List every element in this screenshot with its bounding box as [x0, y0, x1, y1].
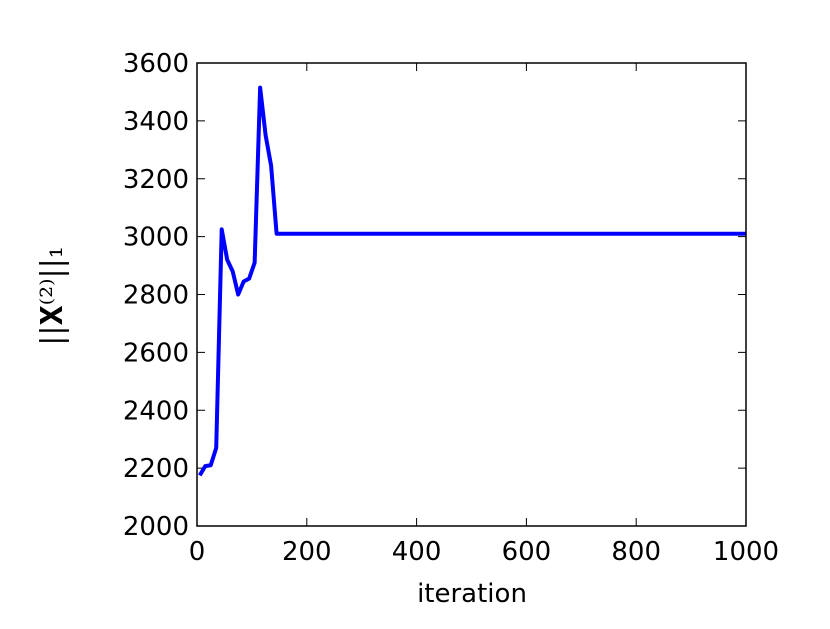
x-tick-label: 400	[392, 537, 442, 567]
y-tick-label: 2200	[123, 454, 189, 484]
y-tick-label: 2800	[123, 281, 189, 311]
x-tick-label: 0	[189, 537, 206, 567]
y-tick-label: 2600	[123, 338, 189, 368]
y-tick-label: 3600	[123, 49, 189, 79]
y-tick-label: 2400	[123, 396, 189, 426]
line	[198, 85, 746, 477]
x-axis-label: iteration	[417, 579, 527, 609]
y-tick-label: 3400	[123, 107, 189, 137]
x-tick-label: 600	[502, 537, 552, 567]
y-tick-label: 3000	[123, 223, 189, 253]
y-axis-label: ||𝐗⁽²⁾||₁	[35, 246, 70, 345]
x-tick-label: 800	[611, 537, 661, 567]
y-tick-label: 3200	[123, 165, 189, 195]
y-tick-label: 2000	[123, 512, 189, 542]
plot-frame	[196, 62, 747, 527]
x-tick-label: 1000	[713, 537, 779, 567]
x-tick-label: 200	[282, 537, 332, 567]
